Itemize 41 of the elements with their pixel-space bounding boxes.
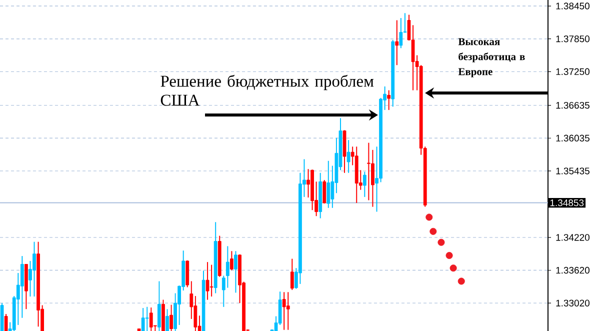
y-tick-label: 1.35435 (556, 168, 590, 174)
candlestick (20, 256, 24, 318)
y-tick-label: 1.36035 (556, 134, 590, 142)
candlestick (149, 306, 153, 331)
candlestick (399, 18, 403, 49)
candlestick (326, 160, 330, 208)
y-tick-label: 1.37250 (556, 68, 590, 76)
point (426, 214, 433, 221)
point (446, 252, 453, 259)
candlestick (282, 292, 286, 330)
candlestick (145, 306, 149, 331)
point (430, 228, 437, 235)
point (438, 238, 445, 246)
y-tick-label: 1.33620 (556, 266, 590, 274)
candlestick (387, 90, 391, 110)
ref-line-label: 1.34853 (550, 199, 584, 206)
candlestick (362, 171, 366, 198)
candlestick (346, 140, 350, 174)
candlestick (157, 280, 161, 331)
y-tick-label: 1.36635 (556, 102, 590, 109)
y-tick-label: 1.37850 (556, 35, 590, 42)
candlestick (210, 264, 214, 298)
candlestick (206, 262, 210, 300)
y-tick-label: 1.33020 (556, 300, 590, 306)
candlestick (32, 241, 36, 298)
annotation: Высокая безработица в Европе (458, 38, 525, 78)
y-tick-label: 1.34220 (556, 234, 590, 241)
candlestick (226, 246, 230, 288)
candlestick (234, 250, 238, 294)
candlestick (395, 20, 399, 66)
candlestick (371, 149, 374, 208)
annotation: Решение бюджетных проблем США (160, 74, 374, 106)
y-tick-label: 1.38450 (556, 2, 590, 10)
candlestick (230, 250, 234, 271)
candlestick (170, 304, 173, 331)
point (450, 264, 457, 272)
point (458, 278, 465, 285)
candlestick (306, 168, 310, 198)
candlestick (286, 292, 290, 330)
candlestick (322, 179, 326, 204)
candlestick (290, 258, 294, 290)
